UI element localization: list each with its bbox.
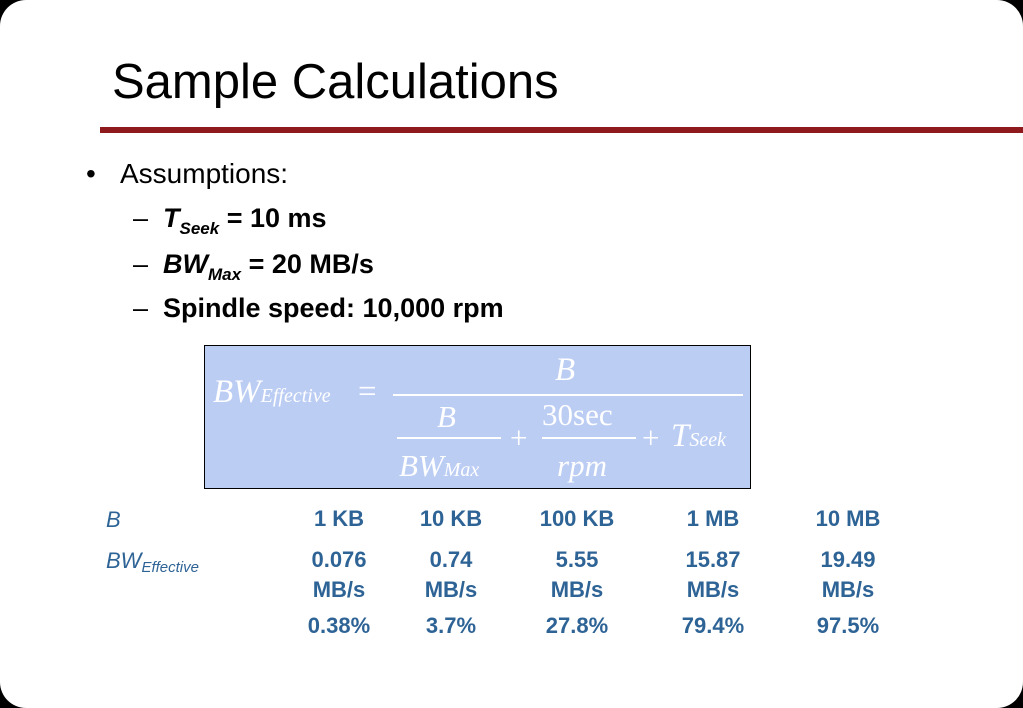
assumption-bw-max: – BWMax = 20 MB/s bbox=[133, 249, 374, 284]
denominator-frac2-den: rpm bbox=[557, 448, 607, 483]
cell-bw-unit: MB/s bbox=[312, 577, 366, 602]
assumption-spindle-speed: – Spindle speed: 10,000 rpm bbox=[133, 295, 504, 322]
assumption-value: = 20 MB/s bbox=[241, 249, 374, 279]
cell-percent: 3.7% bbox=[425, 613, 477, 638]
cell-percent: 27.8% bbox=[545, 613, 609, 638]
cell-block-size: 1 KB bbox=[313, 506, 365, 531]
formula-plus-1: + bbox=[510, 420, 528, 455]
assumption-sub: Seek bbox=[179, 219, 220, 238]
formula-numerator: B bbox=[555, 352, 576, 388]
cell-bw-unit: MB/s bbox=[550, 577, 604, 602]
main-fraction-line bbox=[393, 394, 743, 396]
row-label-bw-effective: BWEffective bbox=[106, 548, 199, 576]
assumption-sub: Max bbox=[207, 265, 242, 284]
cell-bw-value: 0.076 bbox=[311, 547, 367, 572]
row-label-b: B bbox=[106, 507, 121, 532]
cell-percent: 0.38% bbox=[307, 613, 371, 638]
slide-title: Sample Calculations bbox=[112, 55, 559, 109]
frac2-line bbox=[542, 437, 636, 439]
cell-bw-value: 5.55 bbox=[555, 547, 599, 572]
formula-equals: = bbox=[358, 374, 377, 410]
dash-marker: – bbox=[133, 249, 149, 279]
assumption-value: = 10 ms bbox=[219, 203, 327, 233]
cell-percent: 97.5% bbox=[816, 613, 880, 638]
cell-block-size: 1 MB bbox=[686, 506, 740, 531]
cell-percent: 79.4% bbox=[681, 613, 745, 638]
cell-bw-value: 15.87 bbox=[685, 547, 741, 572]
denominator-frac2-num: 30sec bbox=[542, 397, 613, 432]
bullet-assumptions: • Assumptions: bbox=[86, 160, 288, 188]
cell-block-size: 10 KB bbox=[419, 506, 483, 531]
cell-bw-unit: MB/s bbox=[821, 577, 875, 602]
assumption-var: BW bbox=[163, 249, 208, 279]
dash-marker: – bbox=[133, 293, 149, 323]
formula-t-seek: TSeek bbox=[671, 418, 726, 454]
cell-bw-value: 19.49 bbox=[820, 547, 876, 572]
dash-marker: – bbox=[133, 203, 149, 233]
formula-plus-2: + bbox=[642, 420, 660, 455]
assumption-var: T bbox=[163, 203, 180, 233]
title-underline bbox=[100, 127, 1023, 133]
frac1-line bbox=[397, 437, 501, 439]
assumption-t-seek: – TSeek = 10 ms bbox=[133, 203, 327, 238]
bullet-text: Assumptions: bbox=[120, 158, 289, 189]
denominator-frac1-den: BWMax bbox=[399, 448, 480, 483]
cell-bw-value: 0.74 bbox=[429, 547, 473, 572]
formula-box: BWEffective = B B BWMax + 30sec rpm + TS… bbox=[204, 345, 751, 489]
assumption-text: Spindle speed: 10,000 rpm bbox=[163, 293, 504, 323]
formula-lhs: BWEffective bbox=[213, 374, 331, 410]
cell-block-size: 10 MB bbox=[815, 506, 881, 531]
bullet-marker: • bbox=[86, 158, 96, 189]
cell-bw-unit: MB/s bbox=[686, 577, 740, 602]
cell-bw-unit: MB/s bbox=[424, 577, 478, 602]
denominator-frac1-num: B bbox=[437, 399, 456, 434]
cell-block-size: 100 KB bbox=[539, 506, 615, 531]
